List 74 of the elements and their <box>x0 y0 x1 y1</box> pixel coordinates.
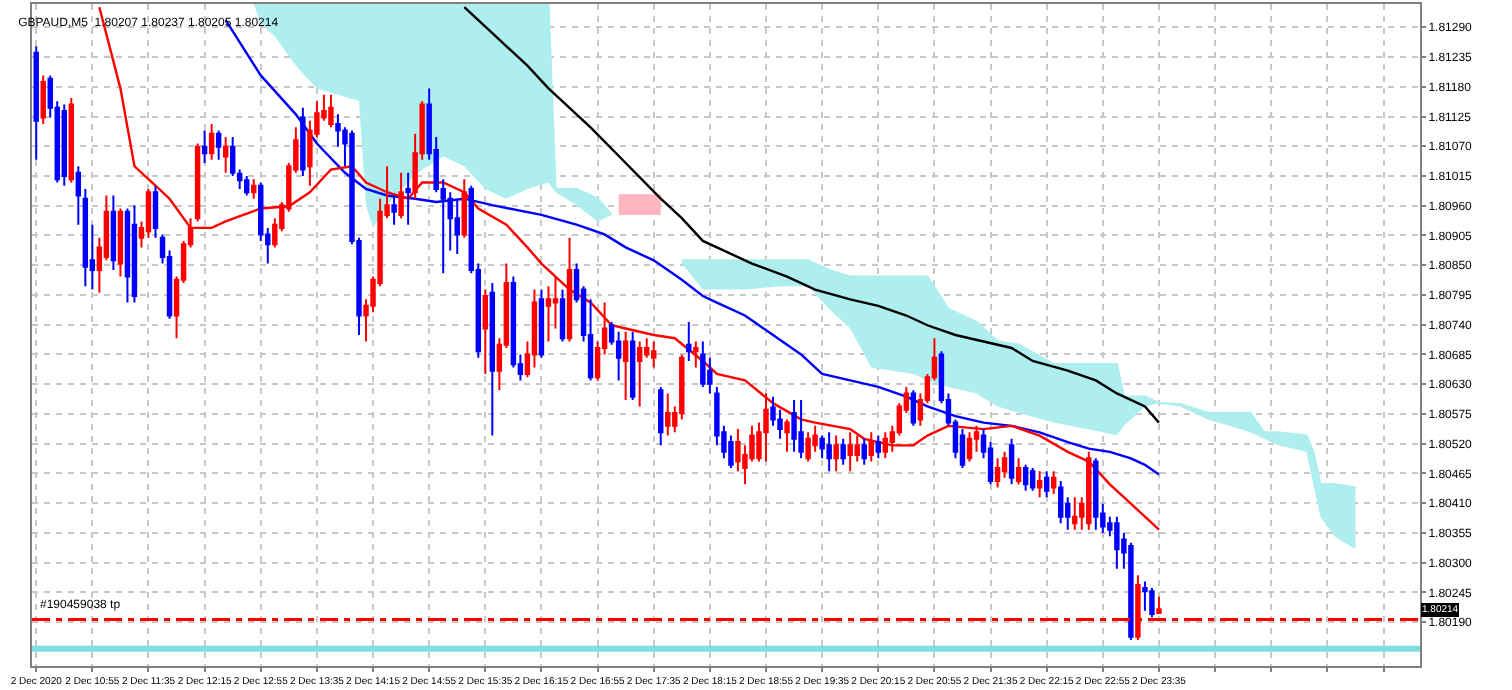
candlestick <box>1156 595 1162 616</box>
candlestick <box>68 97 75 184</box>
candlestick <box>798 398 804 460</box>
candlestick <box>629 330 636 401</box>
candlestick <box>391 194 397 226</box>
candlestick <box>145 187 152 239</box>
candlestick <box>1058 480 1064 525</box>
candlestick <box>861 437 867 466</box>
candlestick <box>328 93 334 129</box>
candlestick <box>700 340 706 388</box>
candlestick <box>482 288 489 375</box>
candlestick <box>686 321 692 362</box>
candlestick <box>693 340 699 369</box>
candlestick <box>994 457 1001 489</box>
candlestick <box>1149 587 1155 619</box>
candlestick <box>875 434 881 460</box>
candlestick <box>636 340 643 408</box>
candlestick <box>1093 457 1099 531</box>
candlestick <box>854 434 860 463</box>
candlestick <box>910 389 917 427</box>
candlestick <box>847 431 853 473</box>
candlestick <box>454 197 460 255</box>
candlestick <box>559 288 566 343</box>
candlestick <box>461 178 467 239</box>
candlestick <box>201 129 208 164</box>
candlestick <box>251 178 257 200</box>
candlestick <box>131 204 138 304</box>
candlestick <box>1142 580 1148 612</box>
candlestick <box>651 340 657 369</box>
candlestick <box>833 434 839 473</box>
candlestick <box>840 437 846 466</box>
candlestick <box>1036 470 1043 499</box>
candlestick <box>658 385 664 447</box>
candlestick <box>615 330 622 382</box>
candlestick <box>1015 457 1022 486</box>
candlestick <box>215 129 222 161</box>
candlestick <box>1050 470 1057 495</box>
candlestick <box>124 207 131 304</box>
candlestick <box>531 288 538 369</box>
candlestick <box>1128 541 1134 642</box>
candlestick <box>538 288 545 359</box>
candlestick <box>1008 437 1015 486</box>
line-series <box>463 6 1161 424</box>
candlestick <box>117 207 124 278</box>
candlestick <box>728 434 734 470</box>
candlestick <box>566 236 573 343</box>
candlestick <box>622 330 629 401</box>
candlestick <box>300 106 306 177</box>
candlestick <box>1114 515 1120 570</box>
candlestick <box>784 418 790 453</box>
line-series <box>98 6 1161 531</box>
candlestick <box>966 431 973 463</box>
candlestick <box>244 175 250 197</box>
candlestick <box>208 123 215 161</box>
candlestick <box>826 431 832 473</box>
candlestick <box>1072 496 1078 531</box>
candlestick <box>805 431 811 463</box>
candlestick <box>1043 470 1050 499</box>
candlestick <box>868 431 874 463</box>
candlestick <box>405 171 411 226</box>
candlestick <box>1029 467 1036 492</box>
candlestick <box>791 398 797 453</box>
candlestick <box>665 392 671 437</box>
candlestick <box>763 392 769 463</box>
candlestick <box>882 431 888 460</box>
candlestick <box>489 282 496 437</box>
candlestick <box>110 194 117 272</box>
candlestick <box>40 74 46 126</box>
candlestick <box>398 171 404 220</box>
candlestick <box>1022 463 1029 492</box>
candlestick <box>545 285 552 343</box>
candlestick <box>222 136 229 174</box>
candlestick <box>61 103 67 187</box>
candlestick <box>33 45 39 161</box>
